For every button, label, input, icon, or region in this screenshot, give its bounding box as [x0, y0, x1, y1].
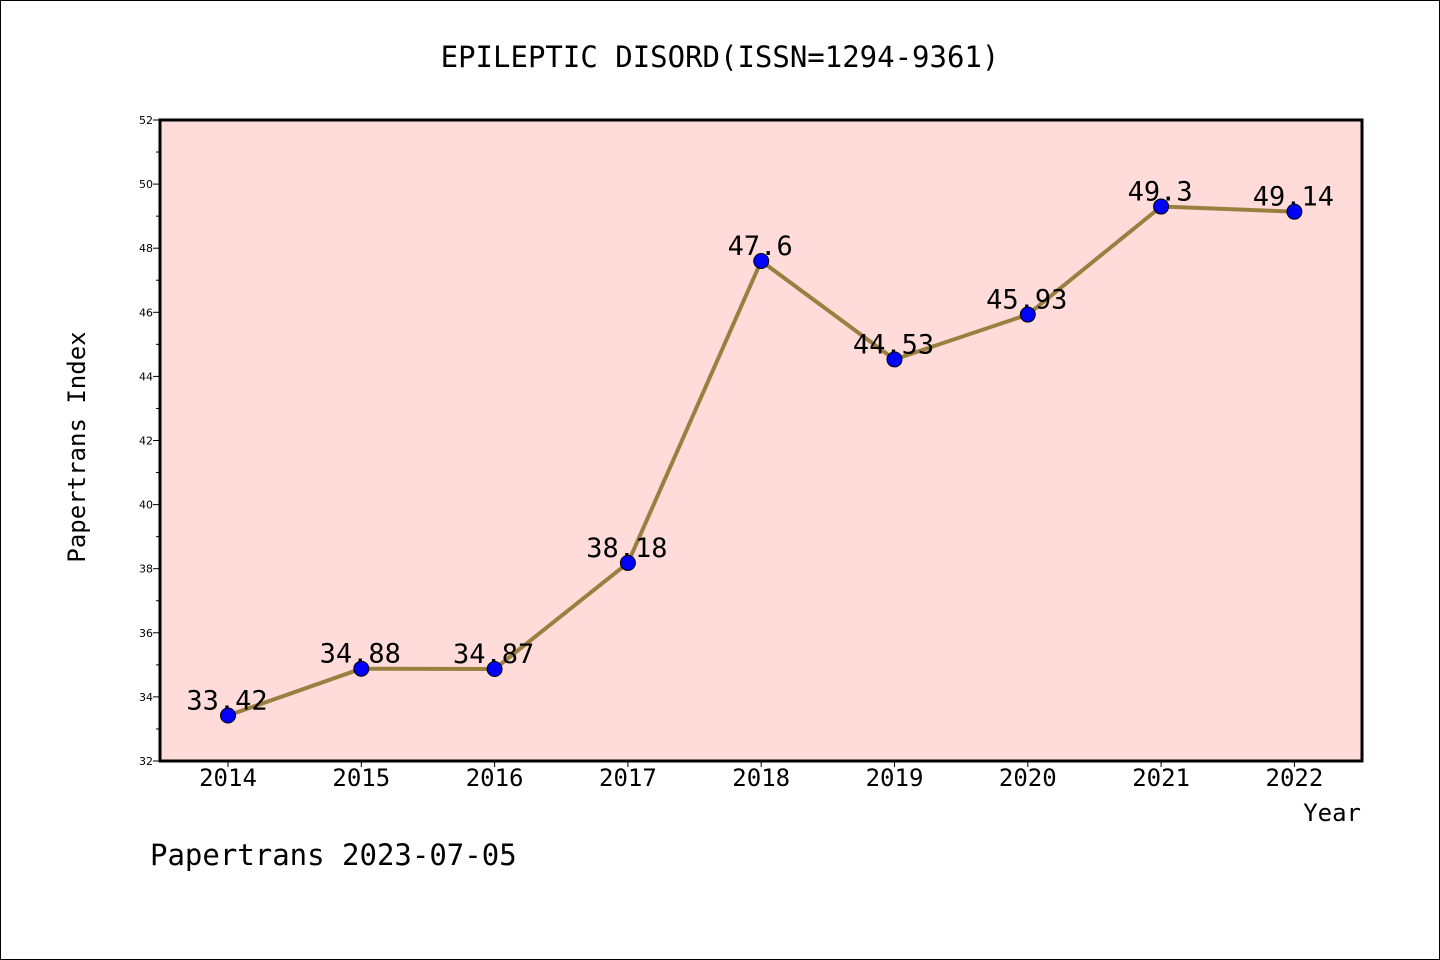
- x-tick-label: 2022: [1266, 764, 1324, 792]
- y-axis: 32 34 36 38 40 42 44 46 48 50 52: [139, 114, 160, 768]
- x-tick-label: 2019: [866, 764, 924, 792]
- y-axis-label: Papertrans Index: [63, 331, 91, 562]
- data-point: [1153, 198, 1170, 215]
- data-point: [353, 660, 370, 677]
- y-tick-label: 34: [139, 691, 153, 704]
- data-point: [886, 351, 903, 368]
- y-tick-label: 50: [139, 178, 153, 191]
- y-tick-label: 52: [139, 114, 153, 127]
- data-point: [1286, 203, 1303, 220]
- y-tick-label: 44: [139, 370, 153, 383]
- y-tick-label: 48: [139, 242, 153, 255]
- y-tick-label: 36: [139, 627, 153, 640]
- data-point: [486, 661, 503, 678]
- x-tick-label: 2021: [1132, 764, 1190, 792]
- watermark: Papertrans 2023-07-05: [150, 838, 517, 872]
- x-axis-label: Year: [1303, 799, 1361, 827]
- x-tick-label: 2014: [199, 764, 257, 792]
- x-tick-label: 2020: [999, 764, 1057, 792]
- x-axis: 2014 2015 2016 2017 2018 2019 2020 2021 2022: [199, 761, 1323, 792]
- data-point: [753, 253, 770, 270]
- x-tick-label: 2018: [732, 764, 790, 792]
- x-tick-label: 2017: [599, 764, 657, 792]
- data-point: [619, 554, 636, 571]
- x-tick-label: 2015: [332, 764, 390, 792]
- data-point: [220, 707, 236, 724]
- y-tick-label: 42: [139, 435, 153, 448]
- x-tick-label: 2016: [466, 764, 524, 792]
- y-tick-label: 32: [139, 755, 153, 768]
- y-tick-label: 46: [139, 306, 153, 319]
- chart-title: EPILEPTIC DISORD(ISSN=1294-9361): [441, 40, 1000, 74]
- data-point: [1019, 306, 1036, 323]
- y-tick-label: 38: [139, 563, 153, 576]
- y-tick-label: 40: [139, 499, 153, 512]
- plot-area: [158, 118, 1364, 763]
